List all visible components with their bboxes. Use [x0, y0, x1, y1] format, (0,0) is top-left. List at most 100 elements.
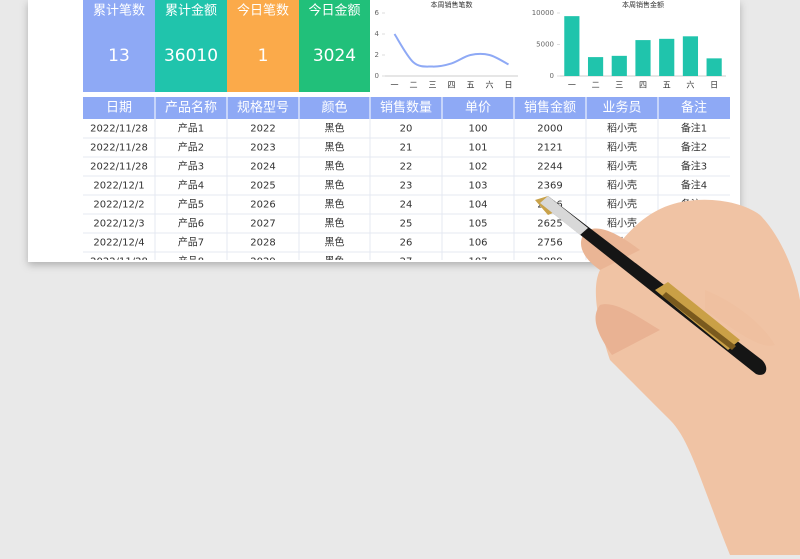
column-header: 日期 — [106, 101, 132, 116]
table-cell: 产品6 — [178, 217, 204, 230]
table-cell: 黑色 — [325, 122, 345, 135]
x-tick-label: 六 — [686, 80, 694, 90]
kpi-card — [227, 0, 299, 92]
x-tick-label: 三 — [429, 81, 437, 90]
kpi-value: 13 — [108, 46, 130, 66]
bar — [635, 40, 651, 76]
table-cell: 2022/11/28 — [90, 162, 148, 173]
table-cell: 2625 — [537, 219, 562, 230]
table-cell: 黑色 — [325, 179, 345, 192]
table-cell: 稻小壳 — [607, 160, 637, 173]
table-cell: 106 — [468, 238, 487, 249]
table-cell: 产品5 — [178, 198, 204, 211]
table-cell: 产品4 — [178, 179, 204, 192]
table-cell: 22 — [400, 162, 413, 173]
table-cell: 备注4 — [681, 179, 707, 192]
kpi-card — [83, 0, 155, 92]
x-tick-label: 一 — [568, 81, 576, 90]
table-cell: 稻小壳 — [607, 179, 637, 192]
kpi-card — [155, 0, 227, 92]
chart-title: 本周销售笔数 — [431, 0, 473, 9]
kpi-value: 1 — [258, 46, 269, 66]
x-tick-label: 二 — [410, 81, 418, 90]
chart-title: 本周销售金额 — [622, 0, 664, 9]
table-cell: 2023 — [250, 143, 275, 154]
table-cell: 2022/12/1 — [93, 181, 144, 192]
column-header: 产品名称 — [165, 100, 217, 116]
bar — [611, 55, 627, 76]
table-cell: 黑色 — [325, 160, 345, 173]
kpi-label: 今日金额 — [308, 3, 360, 19]
table-cell: 2022/11/28 — [90, 124, 148, 135]
x-tick-label: 二 — [592, 81, 600, 90]
table-cell: 黑色 — [325, 236, 345, 249]
x-tick-label: 三 — [615, 81, 623, 90]
table-cell: 产品1 — [178, 122, 204, 135]
y-tick-label: 6 — [375, 9, 380, 17]
bar — [564, 16, 580, 76]
kpi-card — [299, 0, 370, 92]
table-cell: 产品7 — [178, 236, 204, 249]
y-tick-label: 0 — [375, 72, 379, 80]
table-cell: 105 — [468, 219, 487, 230]
x-tick-label: 日 — [710, 81, 718, 90]
table-cell: 产品8 — [178, 255, 204, 268]
kpi-value: 3024 — [313, 46, 356, 66]
table-cell: 102 — [468, 162, 487, 173]
table-cell: 2024 — [250, 162, 275, 173]
x-tick-label: 一 — [391, 81, 399, 90]
table-cell: 21 — [400, 143, 413, 154]
table-cell: 产品3 — [178, 160, 204, 173]
table-cell: 104 — [468, 200, 487, 211]
table-cell: 黑色 — [325, 217, 345, 230]
x-tick-label: 五 — [663, 81, 671, 90]
table-cell: 103 — [468, 181, 487, 192]
table-cell: 黑色 — [325, 141, 345, 154]
column-header: 备注 — [681, 100, 707, 116]
kpi-label: 累计金额 — [165, 3, 217, 19]
table-cell: 稻小壳 — [607, 141, 637, 154]
table-cell: 2022 — [250, 124, 275, 135]
table-cell: 稻小壳 — [607, 217, 637, 230]
table-cell: 2000 — [537, 124, 562, 135]
column-header: 规格型号 — [237, 100, 289, 116]
kpi-label: 今日笔数 — [237, 3, 289, 19]
x-tick-label: 六 — [486, 80, 494, 90]
table-cell: 产品2 — [178, 141, 204, 154]
table-cell: 2025 — [250, 181, 275, 192]
table-cell: 2889 — [537, 257, 562, 268]
table-cell: 100 — [468, 124, 487, 135]
table-cell: 备注2 — [681, 141, 707, 154]
table-cell: 2244 — [537, 162, 562, 173]
column-header: 销售数量 — [380, 100, 432, 116]
bar — [659, 38, 675, 76]
sheet-content: 累计笔数13累计金额36010今日笔数1今日金额3024本周销售笔数0246一二… — [83, 0, 730, 268]
column-header: 业务员 — [602, 100, 641, 116]
bar — [706, 58, 722, 76]
table-cell: 101 — [468, 143, 487, 154]
bar — [587, 57, 604, 76]
table-cell: 2022/11/28 — [90, 143, 148, 154]
table-cell: 23 — [400, 181, 413, 192]
table-cell: 2022/12/3 — [93, 219, 144, 230]
table-cell: 2756 — [537, 238, 562, 249]
table-cell: 2022/12/4 — [93, 238, 144, 249]
table-cell: 26 — [400, 238, 413, 249]
table-cell: 备注3 — [681, 160, 707, 173]
table-cell: 25 — [400, 219, 413, 230]
y-tick-label: 2 — [375, 51, 379, 59]
y-tick-label: 5000 — [536, 41, 554, 49]
column-header: 单价 — [465, 101, 491, 116]
x-tick-label: 五 — [467, 81, 475, 90]
y-tick-label: 4 — [375, 30, 380, 38]
table-cell: 2029 — [250, 257, 275, 268]
column-header: 销售金额 — [524, 100, 576, 116]
table-cell: 27 — [400, 257, 413, 268]
table-cell: 20 — [400, 124, 413, 135]
kpi-value: 36010 — [164, 46, 218, 66]
y-tick-label: 0 — [550, 72, 554, 80]
x-tick-label: 四 — [448, 81, 456, 90]
table-cell: 稻小壳 — [607, 198, 637, 211]
table-header-bg — [83, 97, 730, 119]
